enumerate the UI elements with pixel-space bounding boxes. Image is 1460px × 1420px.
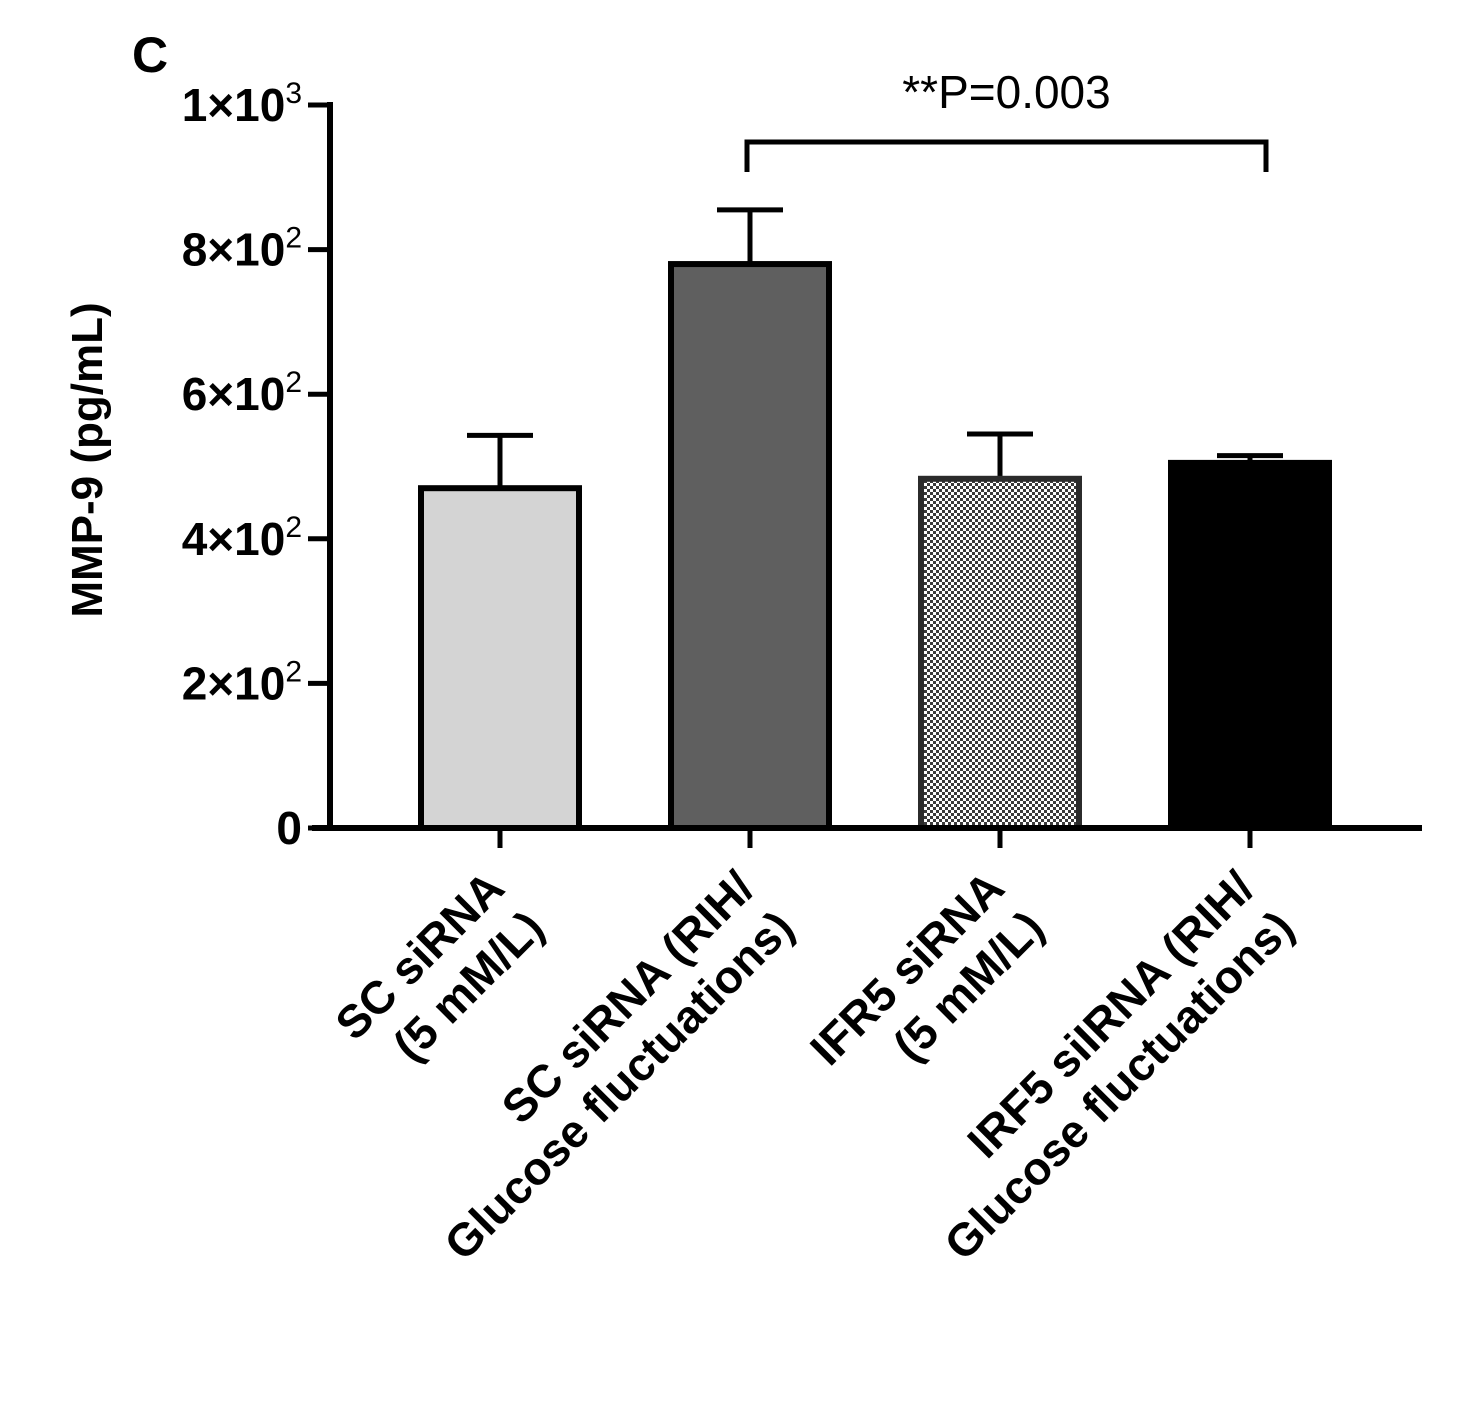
bar-3: [918, 475, 1082, 831]
y-axis-label: MMP-9 (pg/mL): [63, 302, 112, 617]
y-tick-label-4: 6×102: [182, 366, 302, 420]
significance-label: **P=0.003: [902, 66, 1110, 118]
y-tick-label-1: 0: [276, 802, 302, 854]
panel-label: C: [132, 27, 168, 83]
x-tick-label-1: SC siRNA(5 mM/L): [325, 861, 553, 1071]
y-tick-label-5: 8×102: [182, 222, 302, 276]
y-tick-label-6: 1×103: [182, 77, 302, 131]
bar-4: [1168, 459, 1332, 831]
significance-bracket: [744, 139, 1269, 172]
y-tick-label-3: 4×102: [182, 511, 302, 565]
bar-1: [418, 485, 582, 831]
bar-2: [668, 261, 832, 831]
plot-area: 0 2×102 4×102 6×102 8×102 1×103 SC siRNA(5 mM/…: [182, 66, 1422, 1270]
y-tick-label-2: 2×102: [182, 655, 302, 709]
